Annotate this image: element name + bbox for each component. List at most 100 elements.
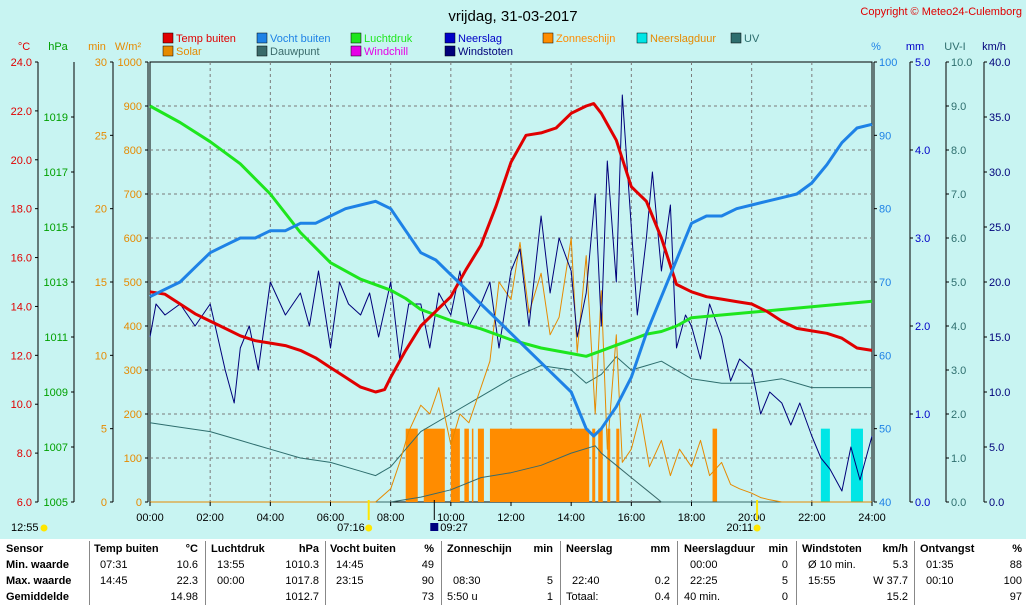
axis-tick-label-pressure: 1009 (44, 387, 68, 399)
neerslagduur-bar (820, 428, 830, 502)
x-tick-label: 14:00 (557, 512, 585, 524)
legend-swatch (444, 45, 456, 57)
axis-tick-label-uv: 6.0 (951, 233, 966, 245)
stats-wind-avg: 15.2 (886, 591, 908, 603)
axis-tick-label-humidity: 100 (879, 57, 897, 69)
sunrise-icon (365, 524, 373, 532)
axis-tick-label-solar: 700 (124, 189, 142, 201)
x-tick-label: 04:00 (257, 512, 285, 524)
zonneschijn-bar (423, 428, 445, 502)
zonneschijn-bar (464, 428, 469, 502)
stats-pressure-min: 1010.3 (285, 559, 319, 571)
stats-temp-min: 10.6 (176, 559, 198, 571)
x-tick-label: 12:00 (497, 512, 525, 524)
stats-received-max: 100 (1003, 575, 1022, 587)
legend: Temp buiten Vocht buiten Luchtdruk Neerslag… (162, 32, 760, 58)
axis-tick-label-solar: 300 (124, 365, 142, 377)
series-solar (150, 237, 872, 503)
legend-label: Solar (176, 46, 202, 58)
axis-tick-label-uv: 7.0 (951, 189, 966, 201)
stats-rain-unit: mm (650, 543, 670, 555)
axis-tick-label-humidity: 50 (879, 424, 891, 436)
axis-tick-label-minutes: 30 (95, 57, 107, 69)
axis-tick-label-uv: 2.0 (951, 409, 966, 421)
stats-sun-avg-label: 5:50 u (447, 591, 478, 603)
axis-unit-humidity: % (871, 41, 881, 53)
stats-received-max-time: 00:10 (926, 575, 954, 587)
axis-tick-label-temp: 8.0 (17, 448, 32, 460)
stats-received-header: Ontvangst (920, 543, 975, 555)
stats-col-rain: Neerslag mm 22:40 0.2 Totaal: 0.4 (566, 539, 672, 608)
stats-raindur-max: 5 (781, 575, 788, 587)
axis-tick-label-pressure: 1005 (44, 497, 68, 509)
axis-tick-label-humidity: 80 (879, 204, 891, 216)
stats-pressure-max-time: 00:00 (217, 575, 245, 587)
axis-tick-label-wind: 20.0 (989, 277, 1010, 289)
stats-humidity-min: 49 (421, 559, 434, 571)
stats-temp-max-time: 14:45 (100, 575, 128, 587)
legend-swatch (350, 45, 362, 57)
axis-tick-label-wind: 15.0 (989, 332, 1010, 344)
axis-tick-label-temp: 24.0 (11, 57, 32, 69)
chart-svg: vrijdag, 31-03-2017 Copyright © Meteo24-… (11, 6, 1022, 534)
axis-unit-solar: W/m² (115, 41, 142, 53)
stats-received-avg: 97 (1009, 591, 1022, 603)
series-layer (149, 94, 873, 503)
axis-tick-label-wind: 35.0 (989, 112, 1010, 124)
stats-humidity-header: Vocht buiten (330, 543, 396, 555)
zonneschijn-bar (607, 428, 611, 502)
axis-tick-label-temp: 14.0 (11, 301, 32, 313)
stats-pressure-header: Luchtdruk (211, 543, 265, 555)
axis-tick-label-uv: 1.0 (951, 453, 966, 465)
axis-tick-label-temp: 16.0 (11, 253, 32, 265)
stats-col-labels: Sensor Min. waarde Max. waarde Gemiddeld… (6, 539, 90, 608)
copyright-label: Copyright © Meteo24-Culemborg (860, 6, 1022, 18)
x-tick-label: 18:00 (678, 512, 706, 524)
axis-unit-uv: UV-I (944, 41, 965, 53)
axis-tick-label-solar: 100 (124, 453, 142, 465)
axes-layer: 6.0 8.0 10.0 12.0 14.0 16.0 18.0 20.0 22.0 24.0 °C… (11, 41, 1011, 524)
axis-tick-label-minutes: 15 (95, 277, 107, 289)
series-uv (149, 356, 872, 477)
stats-table: Sensor Min. waarde Max. waarde Gemiddeld… (0, 539, 1026, 608)
stats-wind-min: 5.3 (892, 559, 908, 571)
axis-tick-label-pressure: 1019 (44, 112, 68, 124)
series-windstoten (149, 94, 873, 492)
legend-label: Neerslagduur (650, 33, 716, 45)
stats-received-min: 88 (1009, 559, 1022, 571)
stats-wind-unit: km/h (882, 543, 908, 555)
zonneschijn-bar (592, 428, 596, 502)
stats-temp-header: Temp buiten (94, 543, 159, 555)
series-temp-buiten (149, 102, 873, 394)
stats-raindur-unit: min (768, 543, 788, 555)
stats-col-sun: Zonneschijn min 08:30 5 5:50 u 1 (447, 539, 555, 608)
axis-tick-label-rain: 1.0 (915, 409, 930, 421)
stats-wind-min-time: Ø 10 min. (808, 559, 856, 571)
axis-tick-label-temp: 20.0 (11, 155, 32, 167)
stats-temp-max: 22.3 (176, 575, 198, 587)
x-tick-label: 02:00 (196, 512, 224, 524)
stats-pressure-avg: 1012.7 (285, 591, 319, 603)
legend-label: Windchill (364, 46, 408, 58)
moonrise-icon (430, 523, 439, 531)
x-tick-label: 22:00 (798, 512, 826, 524)
stats-raindur-avg: 0 (781, 591, 788, 603)
legend-label: Temp buiten (176, 33, 236, 45)
grid-lines (150, 62, 872, 502)
axis-tick-label-solar: 200 (124, 409, 142, 421)
axis-tick-label-uv: 8.0 (951, 145, 966, 157)
zonneschijn-bar (450, 428, 460, 502)
stats-temp-avg: 14.98 (170, 591, 198, 603)
axis-tick-label-uv: 5.0 (951, 277, 966, 289)
axis-unit-pressure: hPa (48, 41, 68, 53)
stats-rain-avg-label: Totaal: (566, 591, 599, 603)
stats-wind-header: Windstoten (802, 543, 862, 555)
axis-tick-label-temp: 6.0 (17, 497, 32, 509)
stats-sun-unit: min (533, 543, 553, 555)
stats-wind-max-time: 15:55 (808, 575, 836, 587)
legend-label: Vocht buiten (270, 33, 331, 45)
stats-humidity-max: 90 (421, 575, 434, 587)
axis-tick-label-solar: 1000 (118, 57, 142, 69)
stats-temp-min-time: 07:31 (100, 559, 128, 571)
stats-pressure-max: 1017.8 (285, 575, 319, 587)
